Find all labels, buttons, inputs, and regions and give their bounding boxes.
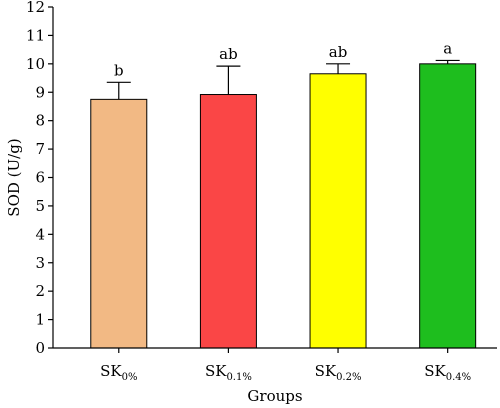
significance-label: ab [329, 43, 348, 61]
y-tick-label: 3 [35, 254, 45, 272]
y-tick-label: 8 [35, 112, 45, 130]
y-tick-label: 0 [35, 339, 45, 357]
y-tick-label: 11 [26, 26, 45, 44]
y-tick-label: 1 [35, 311, 45, 329]
y-tick-label: 4 [35, 225, 45, 243]
x-tick-label: SK0.2% [315, 362, 362, 383]
x-ticks: SK0% SK0.1% SK0.2% SK0.4% [100, 348, 471, 383]
x-tick-label: SK0.1% [205, 362, 252, 383]
significance-label: b [114, 61, 124, 79]
y-tick-label: 12 [26, 0, 45, 16]
x-axis-title: Groups [247, 387, 302, 405]
x-tick-label: SK0.4% [424, 362, 471, 383]
y-axis-title: SOD (U/g) [5, 138, 23, 216]
bars-layer: b ab ab a [90, 39, 477, 349]
x-tick-label: SK0% [100, 362, 137, 383]
significance-label: ab [219, 45, 238, 63]
y-tick-label: 7 [35, 140, 45, 158]
bar [419, 63, 477, 349]
y-tick-label: 6 [35, 169, 45, 187]
y-tick-label: 10 [26, 55, 45, 73]
y-tick-label: 5 [35, 197, 45, 215]
bar [309, 73, 367, 349]
significance-label: a [443, 39, 452, 57]
bar [90, 98, 148, 349]
y-tick-label: 9 [35, 83, 45, 101]
bar [199, 94, 257, 349]
y-tick-label: 2 [35, 282, 45, 300]
